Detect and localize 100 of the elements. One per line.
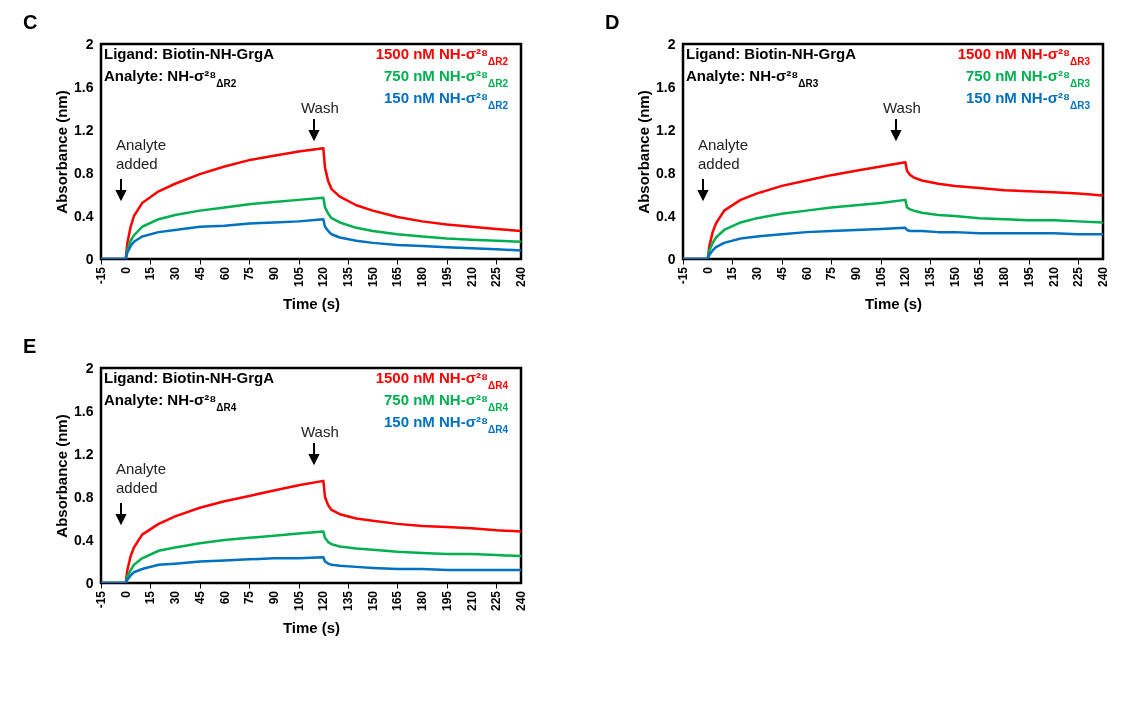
y-tick-label: 1.6 xyxy=(74,78,94,95)
text: 750 nM NH-σ²⁸$_{ΔR2}$ xyxy=(383,67,509,89)
y-tick-label: 2 xyxy=(85,35,94,52)
x-tick-label: 180 xyxy=(415,266,430,288)
y-tick-label: 2 xyxy=(667,35,676,52)
x-tick-label: 120 xyxy=(316,266,331,288)
x-tick-label: 150 xyxy=(365,590,380,612)
x-tick-label: 195 xyxy=(439,590,454,612)
y-tick-label: 0.4 xyxy=(74,531,94,548)
x-tick-label: 15 xyxy=(143,266,158,281)
y-tick-label: 1.2 xyxy=(656,121,676,138)
x-tick-label: 45 xyxy=(774,266,789,281)
x-tick-label: 105 xyxy=(291,266,306,288)
annotation: Ligand: Biotin-NH-GrgA xyxy=(104,45,275,62)
y-tick-label: 0.8 xyxy=(656,164,676,181)
annotation: Wash xyxy=(301,423,339,440)
x-tick-label: 30 xyxy=(750,266,765,281)
annotation: Ligand: Biotin-NH-GrgA xyxy=(104,369,275,386)
x-tick-label: 195 xyxy=(1021,266,1036,288)
x-tick-label: 195 xyxy=(439,266,454,288)
x-tick-label: 240 xyxy=(514,590,528,612)
x-tick-label: 105 xyxy=(873,266,888,288)
x-tick-label: 150 xyxy=(947,266,962,288)
text: 1500 nM NH-σ²⁸$_{ΔR4}$ xyxy=(375,369,509,391)
x-tick-label: 240 xyxy=(514,266,528,288)
text: 1500 nM NH-σ²⁸$_{ΔR3}$ xyxy=(957,45,1091,67)
x-tick-label: 225 xyxy=(489,590,504,612)
x-axis-title: Time (s) xyxy=(864,295,923,312)
x-tick-label: 45 xyxy=(192,590,207,605)
x-tick-label: 0 xyxy=(118,590,133,598)
x-tick-label: 90 xyxy=(266,590,281,605)
y-tick-label: 2 xyxy=(85,359,94,376)
text: 150 nM NH-σ²⁸$_{ΔR3}$ xyxy=(965,89,1091,111)
x-tick-label: 180 xyxy=(415,590,430,612)
text: 750 nM NH-σ²⁸$_{ΔR4}$ xyxy=(383,391,509,413)
line-series xyxy=(101,555,521,583)
y-axis-title: Absorbance (nm) xyxy=(53,414,71,538)
annotation: Analyte: NH-σ²⁸$_{ΔR4}$ xyxy=(104,391,237,413)
x-tick-label: 135 xyxy=(341,266,356,288)
x-tick-label: 180 xyxy=(997,266,1012,288)
x-tick-label: 150 xyxy=(365,266,380,288)
x-tick-label: 210 xyxy=(464,266,479,288)
x-tick-label: 0 xyxy=(700,266,715,274)
annotation: Ligand: Biotin-NH-GrgA xyxy=(686,45,857,62)
x-tick-label: -15 xyxy=(676,266,690,285)
annotation: Analyte added xyxy=(698,136,749,172)
x-tick-label: 165 xyxy=(390,266,405,288)
text: 750 nM NH-σ²⁸$_{ΔR3}$ xyxy=(965,67,1091,89)
x-tick-label: 60 xyxy=(217,590,232,605)
x-tick-label: 165 xyxy=(390,590,405,612)
chart-title: E xyxy=(23,335,37,357)
y-tick-label: 0.8 xyxy=(74,164,94,181)
annotation: Analyte: NH-σ²⁸$_{ΔR2}$ xyxy=(104,67,237,89)
x-tick-label: 90 xyxy=(848,266,863,281)
chart-title: C xyxy=(23,11,38,33)
text: 150 nM NH-σ²⁸$_{ΔR2}$ xyxy=(383,89,509,111)
y-tick-label: 1.2 xyxy=(74,445,94,462)
y-tick-label: 0.4 xyxy=(74,207,94,224)
y-tick-label: 0 xyxy=(85,574,94,591)
annotation: Wash xyxy=(883,99,921,116)
x-tick-label: 15 xyxy=(725,266,740,281)
x-tick-label: 60 xyxy=(799,266,814,281)
y-tick-label: 0.8 xyxy=(74,488,94,505)
x-tick-label: 0 xyxy=(118,266,133,274)
x-tick-label: 30 xyxy=(168,590,183,605)
text: 1500 nM NH-σ²⁸$_{ΔR2}$ xyxy=(375,45,509,67)
text: 150 nM NH-σ²⁸$_{ΔR4}$ xyxy=(383,413,509,435)
x-tick-label: 90 xyxy=(266,266,281,281)
x-tick-label: -15 xyxy=(94,266,108,285)
annotation: Wash xyxy=(301,99,339,116)
y-tick-label: 0.4 xyxy=(656,207,676,224)
x-tick-label: 225 xyxy=(1071,266,1086,288)
annotation: Analyte added xyxy=(116,136,167,172)
y-tick-label: 1.2 xyxy=(74,121,94,138)
x-tick-label: 15 xyxy=(143,590,158,605)
x-tick-label: 135 xyxy=(341,590,356,612)
x-tick-label: 165 xyxy=(972,266,987,288)
x-tick-label: 210 xyxy=(464,590,479,612)
x-axis-title: Time (s) xyxy=(282,295,341,312)
x-tick-label: 210 xyxy=(1046,266,1061,288)
x-tick-label: -15 xyxy=(94,590,108,609)
x-tick-label: 105 xyxy=(291,590,306,612)
x-tick-label: 75 xyxy=(824,266,839,281)
y-axis-title: Absorbance (nm) xyxy=(53,90,71,214)
y-tick-label: 1.6 xyxy=(656,78,676,95)
annotation: Analyte: NH-σ²⁸$_{ΔR3}$ xyxy=(686,67,819,89)
x-axis-title: Time (s) xyxy=(282,619,341,636)
x-tick-label: 120 xyxy=(316,590,331,612)
x-tick-label: 60 xyxy=(217,266,232,281)
line-series xyxy=(683,226,1103,259)
x-tick-label: 45 xyxy=(192,266,207,281)
x-tick-label: 75 xyxy=(242,266,257,281)
x-tick-label: 120 xyxy=(898,266,913,288)
line-series xyxy=(101,217,521,259)
x-tick-label: 75 xyxy=(242,590,257,605)
chart-title: D xyxy=(605,11,620,33)
x-tick-label: 240 xyxy=(1096,266,1110,288)
y-tick-label: 1.6 xyxy=(74,402,94,419)
y-axis-title: Absorbance (nm) xyxy=(635,90,653,214)
annotation: Analyte added xyxy=(116,460,167,496)
